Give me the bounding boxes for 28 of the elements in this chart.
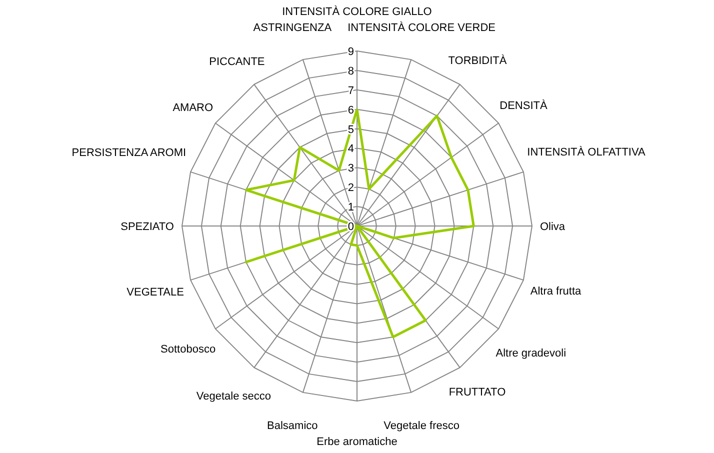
spoke-label: TORBIDITÀ: [448, 54, 508, 68]
spoke-label: Vegetale fresco: [384, 420, 460, 432]
y-tick-label: 3: [348, 162, 354, 175]
spoke-label: SPEZIATO: [120, 221, 174, 233]
spoke-label: Vegetale secco: [196, 390, 272, 403]
spoke-label: DENSITÀ: [500, 99, 548, 112]
y-tick-label: 8: [348, 65, 354, 78]
spoke-label: Sottobosco: [160, 344, 216, 356]
y-tick-label: 6: [348, 104, 354, 116]
spoke-label: INTENSITÀ COLORE GIALLO: [282, 5, 432, 18]
spoke-label: Altra frutta: [530, 286, 582, 298]
spoke-label: Balsamico: [267, 420, 318, 432]
spoke-label: Oliva: [540, 221, 566, 233]
spoke-label: INTENSITÀ COLORE VERDE: [348, 21, 496, 34]
spoke-label: PICCANTE: [209, 56, 265, 68]
spoke-label: VEGETALE: [126, 286, 184, 299]
spoke-label: INTENSITÀ OLFATTIVA: [527, 146, 646, 159]
y-tick-label: 7: [348, 84, 354, 97]
y-tick-label: 4: [348, 143, 354, 156]
spoke-label: AMARO: [172, 102, 214, 114]
y-tick-label: 2: [348, 182, 354, 194]
spoke-label: Altre gradevoli: [496, 347, 566, 360]
spoke-label: ASTRINGENZA: [253, 22, 332, 34]
y-tick-label: 1: [348, 202, 354, 214]
spoke-label: PERSISTENZA AROMI: [72, 146, 186, 159]
spoke-label: FRUTTATO: [448, 386, 506, 398]
y-tick-label: 9: [348, 46, 354, 58]
spoke-label: Erbe aromatiche: [316, 436, 398, 448]
